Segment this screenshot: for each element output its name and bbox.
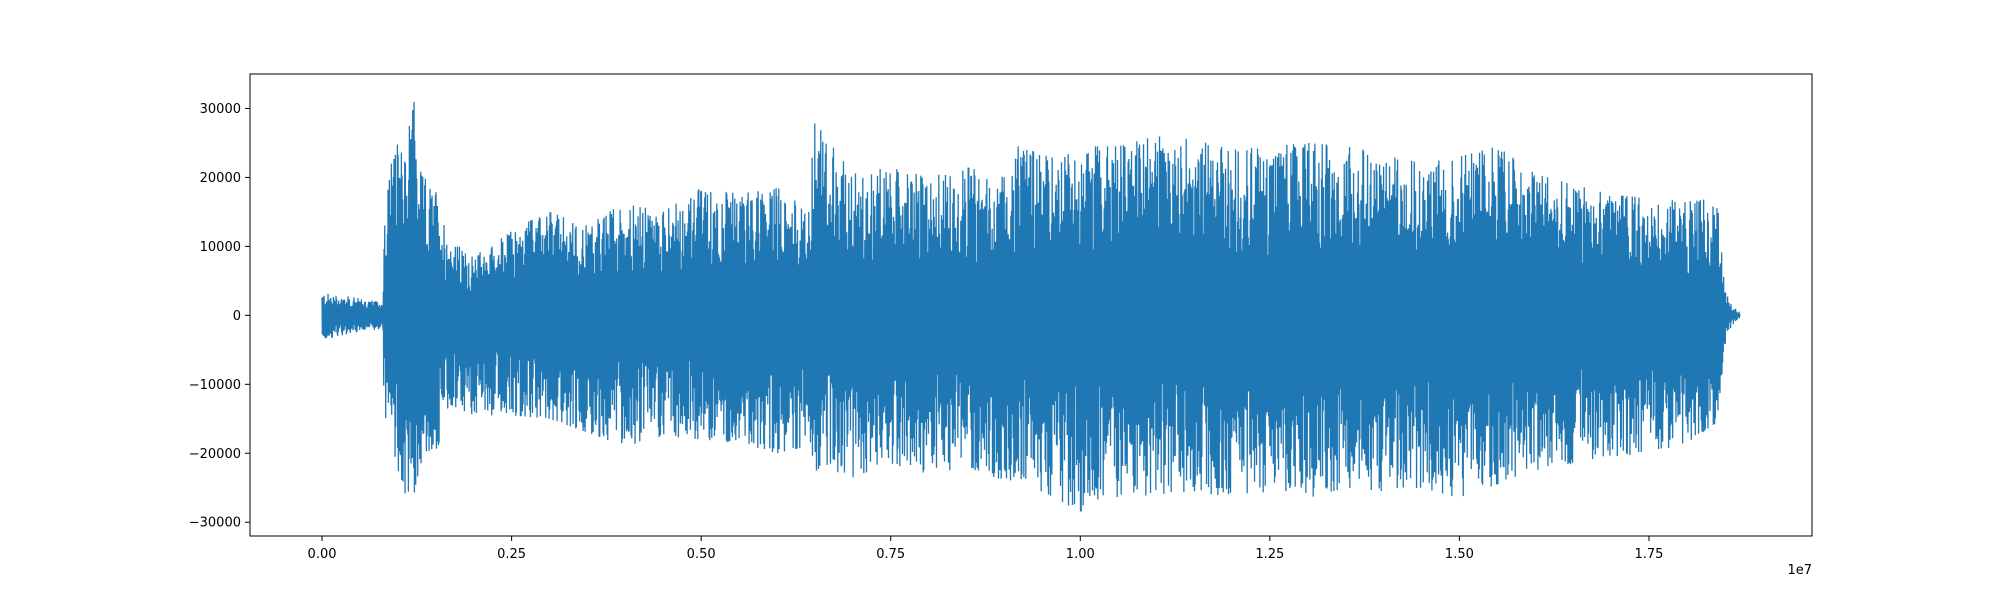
y-tick-label: 10000 — [200, 240, 241, 255]
y-tick-label: 20000 — [200, 171, 241, 186]
y-tick-label: −20000 — [189, 447, 241, 462]
x-tick-label: 1.75 — [1634, 547, 1663, 562]
x-tick-label: 0.00 — [308, 547, 337, 562]
x-tick-label: 0.75 — [876, 547, 905, 562]
x-tick-label: 0.50 — [687, 547, 716, 562]
x-tick-label: 0.25 — [497, 547, 526, 562]
waveform-series-line — [321, 101, 1741, 512]
plot-area — [321, 101, 1741, 512]
y-tick-label: −30000 — [189, 516, 241, 531]
axes-frame — [249, 73, 1813, 537]
x-axis-offset-label: 1e7 — [1787, 563, 1812, 578]
y-tick-label: −10000 — [189, 378, 241, 393]
y-tick-label: 0 — [233, 309, 241, 324]
y-tick-label: 30000 — [200, 102, 241, 117]
x-tick-label: 1.00 — [1066, 547, 1095, 562]
x-tick-label: 1.25 — [1255, 547, 1284, 562]
x-tick-label: 1.50 — [1445, 547, 1474, 562]
axes: 0.00 0.25 0.50 0.75 1.00 1.25 1.50 1.75 −30000 −2… — [189, 73, 1813, 562]
